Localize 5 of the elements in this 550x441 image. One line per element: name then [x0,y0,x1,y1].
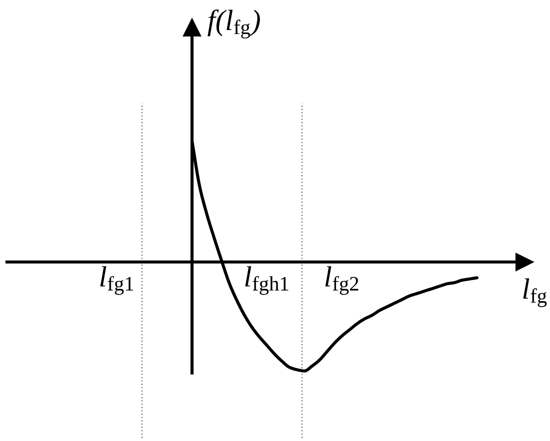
x-tick-label: l$_{fg1}$ [100,266,134,295]
text: f(l$_{fg}$) [208,9,260,38]
x-tick-label: l$_{fgh1}$ [245,266,288,295]
x-tick-label: l$_{fg2}$ [325,266,358,295]
x-axis-title: l$_{fg}$ [523,278,547,308]
